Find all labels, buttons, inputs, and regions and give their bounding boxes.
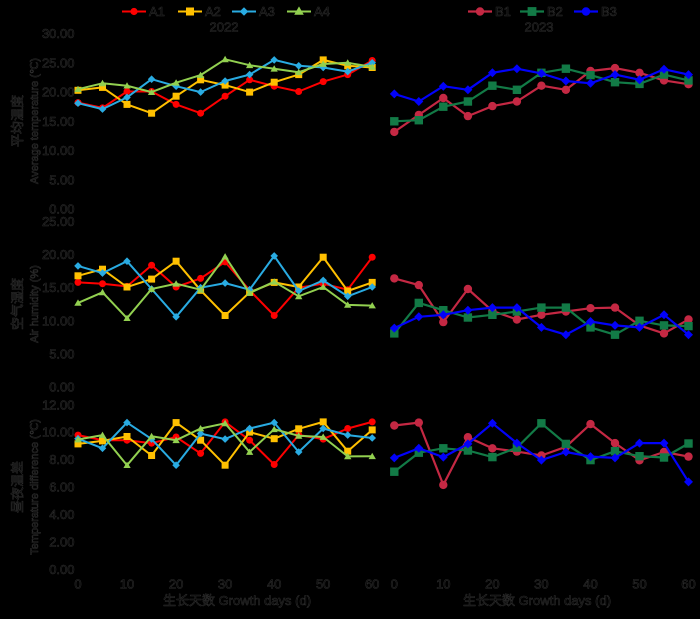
svg-text:20.00: 20.00 (42, 85, 75, 100)
svg-text:B1: B1 (495, 4, 511, 19)
svg-text:0.00: 0.00 (49, 562, 74, 577)
svg-text:15.00: 15.00 (42, 114, 75, 129)
svg-text:10.00: 10.00 (42, 313, 75, 328)
svg-text:生长天数 Growth days (d): 生长天数 Growth days (d) (163, 593, 311, 608)
svg-text:50: 50 (632, 577, 646, 592)
svg-text:Average temperature (℃): Average temperature (℃) (29, 58, 41, 184)
svg-text:0.00: 0.00 (49, 380, 74, 395)
svg-text:A1: A1 (149, 4, 165, 19)
svg-text:20: 20 (485, 577, 499, 592)
svg-text:60: 60 (681, 577, 695, 592)
svg-text:2022: 2022 (210, 20, 239, 35)
svg-text:0: 0 (74, 577, 81, 592)
svg-text:A4: A4 (314, 4, 330, 19)
svg-text:15.00: 15.00 (42, 280, 75, 295)
svg-text:B2: B2 (547, 4, 563, 19)
svg-text:50: 50 (316, 577, 330, 592)
svg-text:10.00: 10.00 (42, 425, 75, 440)
svg-text:10: 10 (436, 577, 450, 592)
svg-text:8.00: 8.00 (49, 452, 74, 467)
svg-text:60: 60 (365, 577, 379, 592)
svg-text:12.00: 12.00 (42, 397, 75, 412)
svg-text:B3: B3 (601, 4, 617, 19)
svg-text:生长天数 Growth days (d): 生长天数 Growth days (d) (463, 593, 611, 608)
svg-text:0.00: 0.00 (49, 202, 74, 217)
svg-text:5.00: 5.00 (49, 172, 74, 187)
svg-text:20.00: 20.00 (42, 247, 75, 262)
svg-text:25.00: 25.00 (42, 214, 75, 229)
svg-text:2023: 2023 (525, 20, 554, 35)
svg-text:30: 30 (534, 577, 548, 592)
svg-text:10: 10 (120, 577, 134, 592)
svg-text:Temperature difference (℃): Temperature difference (℃) (29, 419, 41, 555)
svg-text:空气湿度: 空气湿度 (10, 278, 25, 330)
svg-text:30.00: 30.00 (42, 26, 75, 41)
svg-text:10.00: 10.00 (42, 143, 75, 158)
svg-text:6.00: 6.00 (49, 480, 74, 495)
svg-text:0: 0 (391, 577, 398, 592)
svg-text:40: 40 (267, 577, 281, 592)
svg-text:A3: A3 (259, 4, 275, 19)
svg-text:4.00: 4.00 (49, 507, 74, 522)
svg-text:Air humidity (%): Air humidity (%) (29, 265, 41, 343)
svg-text:2.00: 2.00 (49, 535, 74, 550)
svg-text:昼夜温差: 昼夜温差 (10, 461, 25, 513)
svg-text:25.00: 25.00 (42, 55, 75, 70)
svg-text:40: 40 (583, 577, 597, 592)
svg-text:平均温度: 平均温度 (10, 95, 25, 147)
svg-text:30: 30 (218, 577, 232, 592)
svg-text:A2: A2 (205, 4, 221, 19)
svg-text:5.00: 5.00 (49, 346, 74, 361)
svg-text:20: 20 (169, 577, 183, 592)
